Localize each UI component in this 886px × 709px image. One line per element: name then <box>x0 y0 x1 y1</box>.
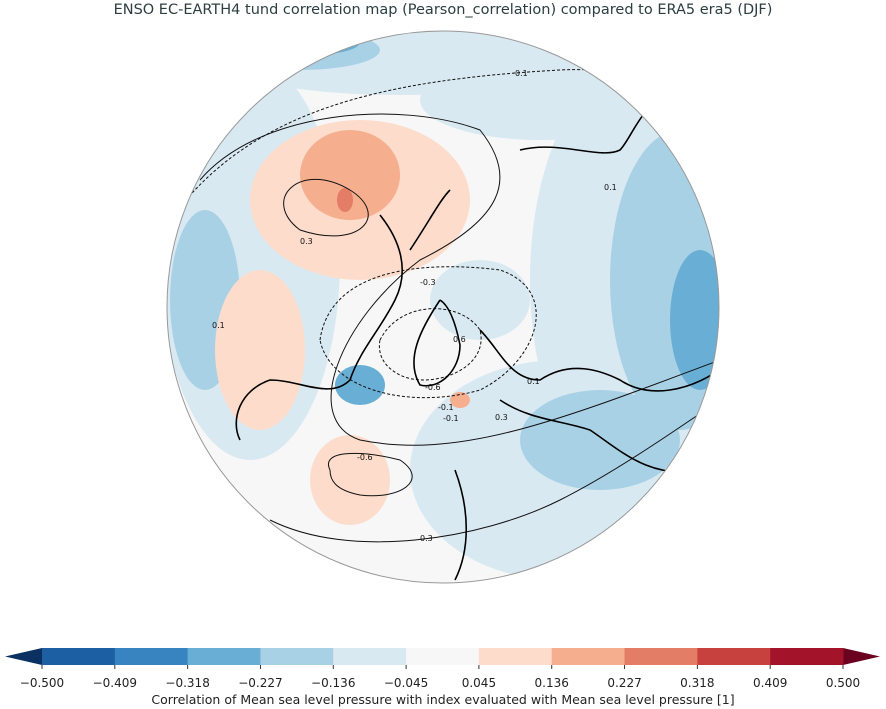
colorbar-tick-label: −0.500 <box>20 676 64 690</box>
contour-label: 0.3 <box>300 237 313 246</box>
colorbar-tick-label: −0.227 <box>238 676 282 690</box>
correlation-field <box>167 31 719 583</box>
figure-title: ENSO EC-EARTH4 tund correlation map (Pea… <box>113 2 773 18</box>
map-boundary <box>166 30 720 584</box>
colorbar-bin <box>42 648 116 665</box>
colorbar-bin <box>187 648 261 665</box>
contour-label: -0.6 <box>357 453 373 462</box>
colorbar-bin <box>624 648 698 665</box>
colorbar-bin <box>333 648 407 665</box>
colorbar-bin <box>551 648 626 665</box>
contour-labels: 0.1 0.1 0.3 -0.3 0.6 -0.6 -0.1 -0.1 0.1 … <box>212 69 617 543</box>
contour-label: 0.1 <box>527 377 540 386</box>
colorbar-under-arrow <box>5 648 42 665</box>
contour-lines <box>169 69 719 543</box>
colorbar-tick-label: 0.136 <box>535 676 569 690</box>
colorbar-bin <box>406 648 480 665</box>
colorbar-tick-label: 0.409 <box>753 676 787 690</box>
colorbar-tick-label: 0.318 <box>680 676 714 690</box>
contour-label: 0.1 <box>604 183 617 192</box>
contour-label: -0.3 <box>420 278 436 287</box>
colorbar-tick-label: −0.045 <box>384 676 428 690</box>
colorbar-tick-label: −0.318 <box>165 676 209 690</box>
colorbar-bin <box>478 648 553 665</box>
contour-label: 0.1 <box>212 321 225 330</box>
colorbar-tick-label: −0.136 <box>311 676 355 690</box>
colorbar-tick-label: 0.227 <box>607 676 641 690</box>
colorbar: −0.500 −0.409 −0.318 −0.227 −0.136 −0.045 0.04… <box>5 648 880 690</box>
contour-label: 0.3 <box>495 413 508 422</box>
colorbar-tick-label: −0.409 <box>93 676 137 690</box>
colorbar-tick-label: 0.500 <box>826 676 860 690</box>
colorbar-label: Correlation of Mean sea level pressure w… <box>151 692 735 707</box>
colorbar-over-arrow <box>843 648 880 665</box>
colorbar-bin <box>114 648 189 665</box>
contour-label: 0.3 <box>420 534 433 543</box>
colorbar-bin <box>697 648 771 665</box>
polar-map: 0.1 0.1 0.3 -0.3 0.6 -0.6 -0.1 -0.1 0.1 … <box>166 30 720 584</box>
contour-label: 0.1 <box>515 69 528 78</box>
colorbar-bin <box>770 648 844 665</box>
contour-label: -0.6 <box>425 383 441 392</box>
contour-label: -0.1 <box>443 414 459 423</box>
colorbar-tick-label: 0.045 <box>462 676 496 690</box>
contour-label: -0.1 <box>438 403 454 412</box>
colorbar-bin <box>260 648 334 665</box>
